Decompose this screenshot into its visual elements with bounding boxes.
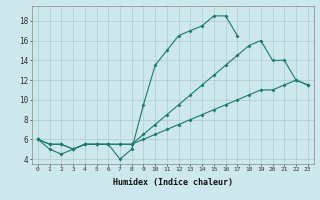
X-axis label: Humidex (Indice chaleur): Humidex (Indice chaleur) [113, 178, 233, 187]
